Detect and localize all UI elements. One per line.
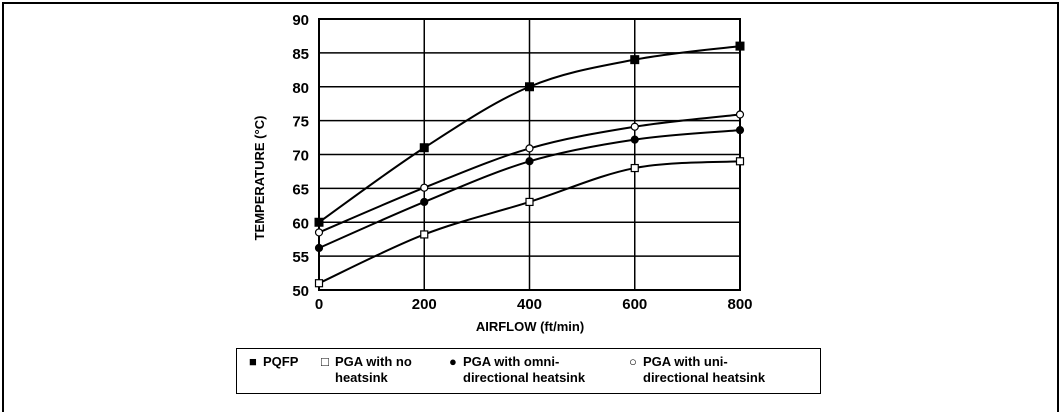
data-point-open-square [420, 230, 429, 239]
data-point-filled-square [314, 217, 324, 227]
data-point-filled-square [419, 143, 429, 153]
legend-label: PGA with uni- [643, 354, 728, 369]
legend-label: PQFP [263, 354, 299, 369]
legend-label: directional heatsink [463, 370, 586, 385]
legend-item-pga-omni-heatsink: ● PGA with omni-directional heatsink [449, 354, 585, 386]
data-point-open-circle [420, 183, 429, 192]
chart-legend: ■ PQFP □ PGA with no heatsink ● PGA with omn… [236, 348, 821, 394]
data-point-filled-circle [314, 243, 324, 253]
y-tick-label: 55 [292, 249, 309, 266]
chart-grid [318, 18, 741, 291]
data-point-filled-square [630, 55, 640, 65]
filled-circle-icon: ● [449, 354, 457, 369]
y-tick-label: 65 [292, 181, 309, 198]
legend-item-pga-no-heatsink: □ PGA with no heatsink [321, 354, 412, 386]
data-point-filled-circle [630, 135, 639, 144]
x-axis-label: AIRFLOW (ft/min) [476, 319, 584, 334]
chart-ticks: 50 55 60 65 70 75 80 85 90 0 200 400 600 800 [292, 12, 752, 313]
y-axis-label: TEMPERATURE (°C) [252, 116, 267, 241]
chart-series [314, 41, 745, 288]
y-tick-label: 50 [292, 283, 309, 300]
data-point-open-square [630, 163, 639, 173]
x-tick-label: 400 [517, 296, 542, 313]
data-point-open-square [525, 197, 534, 207]
data-point-open-circle [735, 110, 745, 119]
data-point-open-circle [630, 122, 639, 131]
legend-label: PGA with no [335, 354, 412, 369]
data-point-filled-circle [525, 157, 534, 166]
filled-square-icon: ■ [249, 354, 257, 369]
y-tick-label: 60 [292, 215, 309, 232]
data-point-open-circle [314, 228, 324, 237]
y-tick-label: 85 [292, 46, 309, 63]
y-tick-label: 80 [292, 80, 309, 97]
data-point-filled-circle [420, 197, 429, 207]
data-point-open-square [735, 157, 745, 166]
y-tick-label: 75 [292, 114, 309, 131]
open-square-icon: □ [321, 354, 329, 369]
plot-border [318, 18, 741, 291]
legend-label: PGA with omni- [463, 354, 560, 369]
legend-label: heatsink [335, 370, 388, 385]
open-circle-icon: ○ [629, 354, 637, 369]
y-tick-label: 90 [292, 12, 309, 29]
legend-item-pga-uni-heatsink: ○ PGA with uni-directional heatsink [629, 354, 765, 386]
x-tick-label: 800 [727, 296, 752, 313]
x-tick-label: 600 [622, 296, 647, 313]
legend-item-pqfp: ■ PQFP [249, 354, 298, 370]
legend-label: directional heatsink [643, 370, 766, 385]
data-point-filled-circle [735, 126, 745, 135]
data-point-open-circle [525, 144, 534, 153]
data-point-filled-square [525, 82, 534, 92]
data-point-open-square [314, 279, 324, 288]
data-point-filled-square [735, 41, 745, 51]
x-tick-label: 0 [315, 296, 323, 313]
y-tick-label: 70 [292, 148, 309, 165]
x-tick-label: 200 [412, 296, 437, 313]
